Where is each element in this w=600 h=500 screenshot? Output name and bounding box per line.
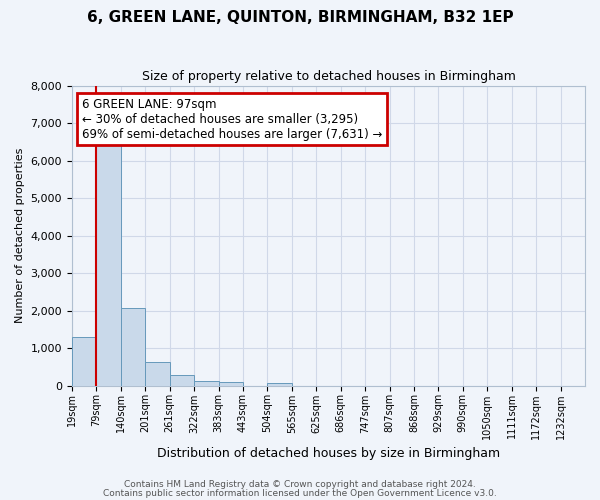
Y-axis label: Number of detached properties: Number of detached properties	[15, 148, 25, 323]
Bar	[194, 380, 218, 386]
Text: Contains HM Land Registry data © Crown copyright and database right 2024.: Contains HM Land Registry data © Crown c…	[124, 480, 476, 489]
Bar	[170, 374, 194, 386]
Bar	[268, 382, 292, 386]
Bar	[145, 362, 170, 386]
Bar	[121, 308, 145, 386]
Text: Contains public sector information licensed under the Open Government Licence v3: Contains public sector information licen…	[103, 489, 497, 498]
X-axis label: Distribution of detached houses by size in Birmingham: Distribution of detached houses by size …	[157, 447, 500, 460]
Text: 6 GREEN LANE: 97sqm
← 30% of detached houses are smaller (3,295)
69% of semi-det: 6 GREEN LANE: 97sqm ← 30% of detached ho…	[82, 98, 383, 140]
Bar	[218, 382, 243, 386]
Text: 6, GREEN LANE, QUINTON, BIRMINGHAM, B32 1EP: 6, GREEN LANE, QUINTON, BIRMINGHAM, B32 …	[86, 10, 514, 25]
Bar	[72, 337, 97, 386]
Title: Size of property relative to detached houses in Birmingham: Size of property relative to detached ho…	[142, 70, 515, 83]
Bar	[97, 139, 121, 386]
